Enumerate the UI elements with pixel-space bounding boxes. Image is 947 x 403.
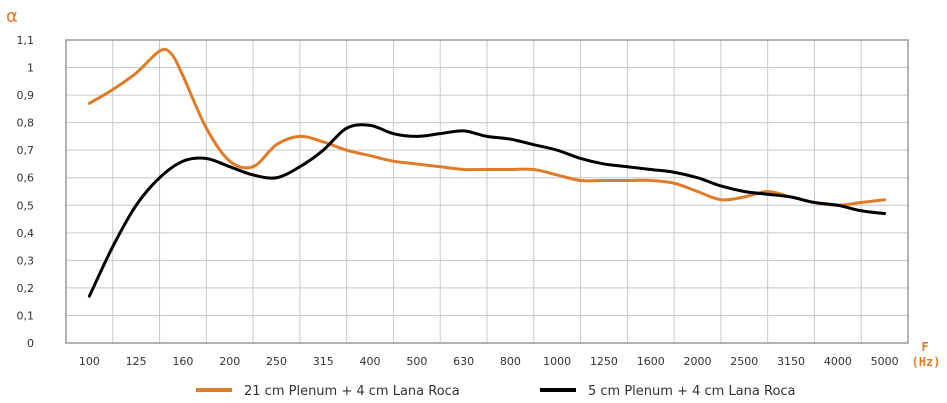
y-tick-label: 0	[27, 337, 34, 350]
y-tick-label: 0,5	[17, 199, 35, 212]
plot-frame	[65, 39, 909, 344]
x-tick-label: 1600	[637, 355, 665, 368]
y-tick-label: 0,9	[17, 89, 35, 102]
grid	[65, 39, 909, 344]
y-tick-label: 1	[27, 62, 34, 75]
data-series	[87, 47, 887, 298]
x-axis-label-f: F	[921, 340, 928, 354]
x-tick-label: 315	[313, 355, 334, 368]
y-tick-labels: 0 0,1 0,2 0,3 0,4 0,5 0,6 0,7 0,8 0,9 1 1,1	[17, 34, 35, 350]
legend-label-2: 5 cm Plenum + 4 cm Lana Roca	[588, 384, 796, 399]
x-tick-labels: 100 125 160 200 250 315 400 500 630 800 1000 1250 16…	[79, 355, 899, 368]
x-tick-label: 2500	[730, 355, 758, 368]
x-tick-label: 160	[172, 355, 193, 368]
x-tick-label: 800	[500, 355, 521, 368]
y-tick-label: 0,6	[17, 172, 35, 185]
x-tick-label: 1250	[590, 355, 618, 368]
y-tick-label: 0,2	[17, 282, 35, 295]
y-axis-label: α	[6, 6, 18, 27]
y-tick-label: 0,4	[17, 227, 35, 240]
x-tick-label: 2000	[684, 355, 712, 368]
y-tick-label: 0,3	[17, 254, 35, 267]
y-tick-label: 0,7	[17, 144, 35, 157]
series-line-1	[87, 47, 887, 207]
x-tick-label: 200	[219, 355, 240, 368]
x-tick-label: 5000	[871, 355, 899, 368]
x-tick-label: 125	[126, 355, 147, 368]
x-tick-label: 4000	[824, 355, 852, 368]
x-tick-label: 3150	[777, 355, 805, 368]
x-tick-label: 1000	[543, 355, 571, 368]
y-tick-label: 0,1	[17, 309, 35, 322]
x-tick-label: 400	[360, 355, 381, 368]
series-line-2	[87, 123, 887, 298]
y-tick-label: 1,1	[17, 34, 35, 47]
legend: 21 cm Plenum + 4 cm Lana Roca 5 cm Plenum…	[196, 384, 796, 399]
x-tick-label: 250	[266, 355, 287, 368]
x-axis-label-hz: (Hz)	[912, 355, 941, 369]
x-tick-label: 630	[453, 355, 474, 368]
x-tick-label: 100	[79, 355, 100, 368]
y-tick-label: 0,8	[17, 117, 35, 130]
x-tick-label: 500	[406, 355, 427, 368]
legend-label-1: 21 cm Plenum + 4 cm Lana Roca	[244, 384, 460, 399]
